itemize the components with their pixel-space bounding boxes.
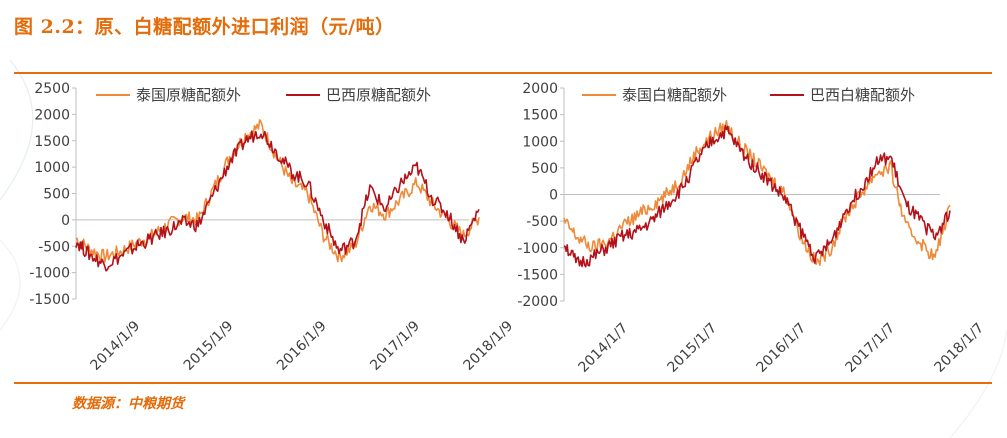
- x-tick-label: 2015/1/9: [181, 318, 237, 374]
- y-tick-label: 500: [43, 187, 70, 203]
- y-tick-label: -500: [38, 239, 70, 255]
- x-tick-label: 2017/1/9: [367, 318, 423, 374]
- y-tick-label: -1000: [29, 266, 70, 282]
- y-tick-label: 1500: [34, 134, 70, 150]
- series-line-thailand: [563, 120, 951, 266]
- x-tick-label: 2018/1/7: [932, 320, 988, 376]
- y-tick-label: 1000: [34, 160, 70, 176]
- x-tick-label: 2015/1/7: [665, 320, 721, 376]
- legend-label: 巴西原糖配额外: [326, 86, 431, 104]
- y-tick-label: 1000: [522, 134, 558, 150]
- series-line-thailand: [75, 119, 480, 263]
- x-tick-label: 2014/1/9: [88, 318, 144, 374]
- x-tick-label: 2016/1/7: [754, 320, 810, 376]
- x-tick-label: 2016/1/9: [274, 318, 330, 374]
- legend-label: 泰国原糖配额外: [136, 86, 241, 104]
- bottom-divider: [14, 382, 992, 384]
- y-tick-label: 500: [531, 161, 558, 177]
- y-tick-label: -1500: [517, 267, 558, 283]
- x-tick-label: 2017/1/7: [843, 320, 899, 376]
- legend-label: 泰国白糖配额外: [622, 86, 727, 104]
- y-tick-label: -500: [526, 214, 558, 230]
- series-line-brazil: [563, 124, 951, 268]
- y-tick-label: -1000: [517, 241, 558, 257]
- y-tick-label: 0: [549, 188, 558, 204]
- y-tick-label: 1500: [522, 108, 558, 124]
- y-tick-label: 2000: [34, 107, 70, 123]
- legend-label: 巴西白糖配额外: [810, 86, 915, 104]
- chart-white-sugar-profit: 2000 1500 1000 500 0 -500 -1000 -1500 -2000 2014/…: [517, 81, 988, 376]
- y-tick-label: -1500: [29, 292, 70, 308]
- y-tick-label: 0: [61, 213, 70, 229]
- y-tick-label: 2500: [34, 81, 70, 97]
- page-title: 图 2.2：原、白糖配额外进口利润（元/吨）: [14, 16, 395, 38]
- y-tick-label: 2000: [522, 81, 558, 97]
- series-line-brazil: [75, 130, 480, 272]
- source-note: 数据源：中粮期货: [72, 396, 184, 412]
- top-divider: [14, 72, 992, 74]
- x-tick-label: 2014/1/7: [576, 320, 632, 376]
- chart-raw-sugar-profit: 2500 2000 1500 1000 500 0 -500 -1000 -1500 2014/1…: [29, 81, 516, 374]
- y-tick-label: -2000: [517, 294, 558, 310]
